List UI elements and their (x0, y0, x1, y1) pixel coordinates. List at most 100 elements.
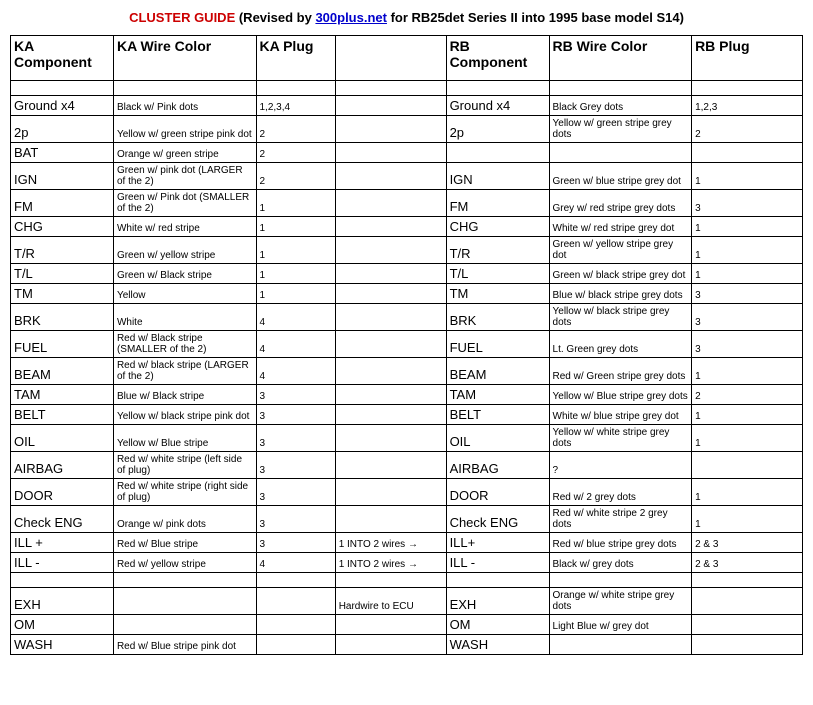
table-cell: White w/ red stripe grey dot (549, 217, 692, 237)
column-header: KA Wire Color (113, 36, 256, 81)
table-cell: 4 (256, 553, 335, 573)
table-cell: Lt. Green grey dots (549, 331, 692, 358)
table-cell: T/R (11, 237, 114, 264)
table-cell: Red w/ white stripe (right side of plug) (113, 479, 256, 506)
table-cell: 2 (256, 116, 335, 143)
table-row: AIRBAGRed w/ white stripe (left side of … (11, 452, 803, 479)
table-cell: 1 (256, 217, 335, 237)
table-row: FUELRed w/ Black stripe (SMALLER of the … (11, 331, 803, 358)
table-cell: BRK (446, 304, 549, 331)
table-cell: Green w/ Black stripe (113, 264, 256, 284)
empty-cell (446, 573, 549, 588)
table-cell: Yellow w/ Blue stripe (113, 425, 256, 452)
table-cell: 3 (256, 452, 335, 479)
table-cell: Red w/ Blue stripe pink dot (113, 635, 256, 655)
table-cell: Green w/ black stripe grey dot (549, 264, 692, 284)
table-cell: Green w/ blue stripe grey dot (549, 163, 692, 190)
table-cell: 4 (256, 358, 335, 385)
table-cell (446, 143, 549, 163)
column-header: RB Plug (692, 36, 803, 81)
table-cell: TM (11, 284, 114, 304)
table-cell: 3 (256, 479, 335, 506)
table-cell: 2 (256, 143, 335, 163)
table-cell (335, 96, 446, 116)
table-cell (335, 190, 446, 217)
table-cell: Black w/ grey dots (549, 553, 692, 573)
table-cell (335, 163, 446, 190)
table-cell: OIL (446, 425, 549, 452)
table-cell: FUEL (446, 331, 549, 358)
table-cell: Yellow w/ Blue stripe grey dots (549, 385, 692, 405)
table-cell: AIRBAG (446, 452, 549, 479)
table-row: IGNGreen w/ pink dot (LARGER of the 2)2I… (11, 163, 803, 190)
table-cell: Grey w/ red stripe grey dots (549, 190, 692, 217)
table-cell: BEAM (11, 358, 114, 385)
empty-cell (113, 573, 256, 588)
table-cell (256, 635, 335, 655)
table-cell: 2 (692, 385, 803, 405)
table-row: ILL +Red w/ Blue stripe31 INTO 2 wires →… (11, 533, 803, 553)
table-row (11, 81, 803, 96)
table-cell: WASH (11, 635, 114, 655)
table-cell: ILL - (446, 553, 549, 573)
table-cell: 3 (256, 405, 335, 425)
table-cell: White w/ red stripe (113, 217, 256, 237)
table-cell: 1 (692, 506, 803, 533)
table-cell (335, 217, 446, 237)
table-cell: 1 (256, 264, 335, 284)
table-cell: 3 (692, 190, 803, 217)
table-cell: Orange w/ pink dots (113, 506, 256, 533)
table-cell: Yellow w/ green stripe grey dots (549, 116, 692, 143)
table-cell: FUEL (11, 331, 114, 358)
table-cell: BEAM (446, 358, 549, 385)
title-link[interactable]: 300plus.net (315, 10, 387, 25)
table-cell: Yellow w/ black stripe pink dot (113, 405, 256, 425)
empty-cell (692, 81, 803, 96)
table-cell: ILL+ (446, 533, 549, 553)
empty-cell (11, 573, 114, 588)
table-cell (335, 304, 446, 331)
table-cell: ILL - (11, 553, 114, 573)
table-row: CHGWhite w/ red stripe1CHGWhite w/ red s… (11, 217, 803, 237)
title-rev-suffix: for RB25det Series II into 1995 base mod… (387, 10, 684, 25)
table-cell: BRK (11, 304, 114, 331)
table-cell: Red w/ yellow stripe (113, 553, 256, 573)
table-cell: 1 (692, 358, 803, 385)
table-cell: Light Blue w/ grey dot (549, 615, 692, 635)
table-cell: 1 (692, 479, 803, 506)
table-cell: 4 (256, 304, 335, 331)
table-cell (549, 635, 692, 655)
empty-cell (335, 573, 446, 588)
table-cell: Red w/ blue stripe grey dots (549, 533, 692, 553)
table-cell: White w/ blue stripe grey dot (549, 405, 692, 425)
table-cell: FM (11, 190, 114, 217)
table-cell: IGN (446, 163, 549, 190)
table-cell (692, 635, 803, 655)
table-cell: Orange w/ white stripe grey dots (549, 588, 692, 615)
table-cell: WASH (446, 635, 549, 655)
table-cell (692, 588, 803, 615)
table-row: BATOrange w/ green stripe2 (11, 143, 803, 163)
table-cell (113, 615, 256, 635)
table-cell: CHG (446, 217, 549, 237)
table-cell: T/R (446, 237, 549, 264)
table-cell: TAM (11, 385, 114, 405)
table-row: Check ENGOrange w/ pink dots3Check ENGRe… (11, 506, 803, 533)
table-cell: Red w/ Green stripe grey dots (549, 358, 692, 385)
table-cell: 2 & 3 (692, 553, 803, 573)
column-header: RB Wire Color (549, 36, 692, 81)
table-cell: BELT (11, 405, 114, 425)
table-row: OMOMLight Blue w/ grey dot (11, 615, 803, 635)
table-row: Ground x4Black w/ Pink dots1,2,3,4Ground… (11, 96, 803, 116)
table-row: DOORRed w/ white stripe (right side of p… (11, 479, 803, 506)
table-cell: Red w/ Blue stripe (113, 533, 256, 553)
table-cell: Blue w/ black stripe grey dots (549, 284, 692, 304)
table-cell: Green w/ Pink dot (SMALLER of the 2) (113, 190, 256, 217)
table-cell: 1,2,3,4 (256, 96, 335, 116)
table-cell: Yellow w/ white stripe grey dots (549, 425, 692, 452)
empty-cell (113, 81, 256, 96)
table-cell: 1 (256, 190, 335, 217)
table-cell: OM (446, 615, 549, 635)
table-cell (256, 588, 335, 615)
table-row: T/RGreen w/ yellow stripe1T/RGreen w/ ye… (11, 237, 803, 264)
